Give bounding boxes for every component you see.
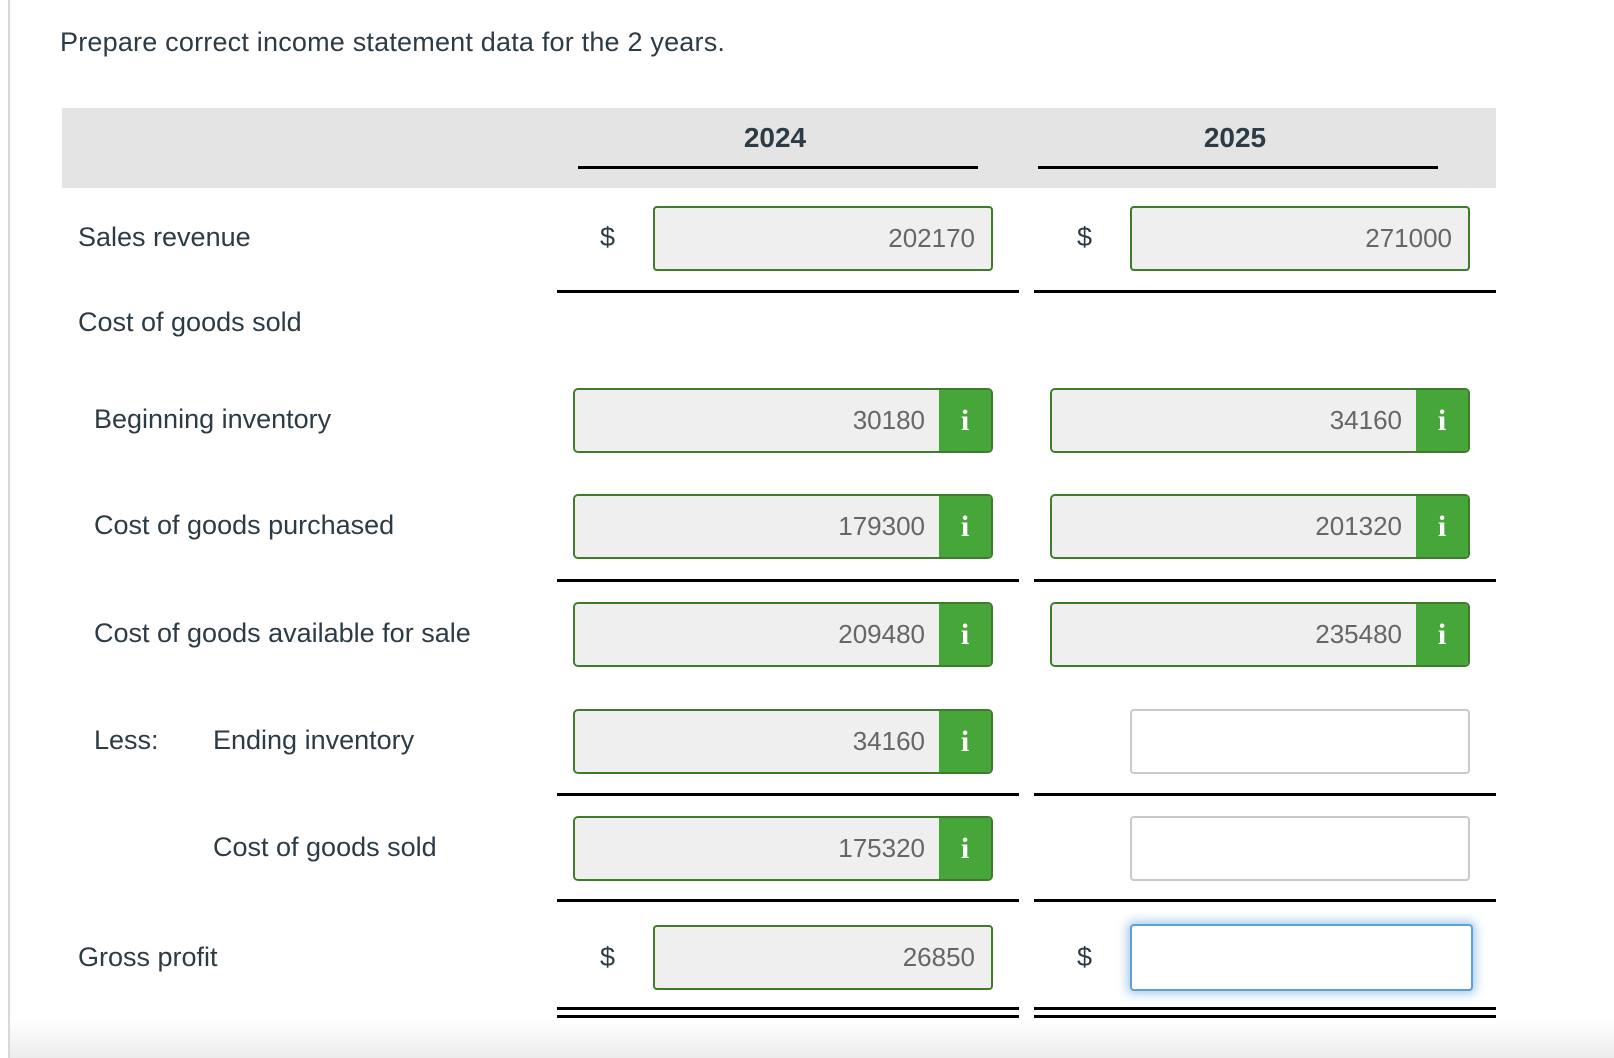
rule-under-purchased-2024 <box>557 579 1019 582</box>
cost-of-goods-purchased-2025-input <box>1052 496 1416 557</box>
sales-revenue-2025-input <box>1130 206 1470 271</box>
info-icon-button[interactable]: i <box>939 818 991 879</box>
cost-of-goods-available-2025-field: i <box>1050 602 1470 667</box>
column-header-underline-2025 <box>1038 166 1438 169</box>
info-icon: i <box>960 617 970 651</box>
ending-inventory-2024-field: i <box>573 709 993 774</box>
cost-of-goods-purchased-2025-field: i <box>1050 494 1470 559</box>
beginning-inventory-2025-field: i <box>1050 388 1470 453</box>
gross-profit-2025-input[interactable] <box>1130 924 1473 991</box>
beginning-inventory-2025-input <box>1052 390 1416 451</box>
info-icon-button[interactable]: i <box>939 711 991 772</box>
info-icon: i <box>960 509 970 543</box>
page-title: Prepare correct income statement data fo… <box>60 27 726 57</box>
rule-under-purchased-2025 <box>1034 579 1496 582</box>
gross-profit-2024-input <box>653 925 993 990</box>
cost-of-goods-purchased-2024-input <box>575 496 939 557</box>
info-icon-button[interactable]: i <box>1416 604 1468 665</box>
currency-symbol: $ <box>1077 942 1093 972</box>
double-rule-total-2025 <box>1034 1007 1496 1018</box>
column-header-2024: 2024 <box>743 122 807 153</box>
cost-of-goods-purchased-2024-field: i <box>573 494 993 559</box>
cost-of-goods-available-2024-field: i <box>573 602 993 667</box>
row-label-beginning-inventory: Beginning inventory <box>94 404 332 434</box>
info-icon: i <box>960 831 970 865</box>
ending-inventory-2024-input <box>575 711 939 772</box>
cost-of-goods-available-2025-input <box>1052 604 1416 665</box>
row-label-sales-revenue: Sales revenue <box>78 222 251 252</box>
beginning-inventory-2024-field: i <box>573 388 993 453</box>
info-icon: i <box>960 724 970 758</box>
column-header-underline-2024 <box>578 166 978 169</box>
rule-under-cogs-2025 <box>1034 899 1496 902</box>
info-icon-button[interactable]: i <box>939 604 991 665</box>
rule-under-cogs-2024 <box>557 899 1019 902</box>
ending-inventory-2025-input[interactable] <box>1130 709 1470 774</box>
rule-under-sales-2024 <box>557 290 1019 293</box>
rule-under-sales-2025 <box>1034 290 1496 293</box>
row-label-cost-of-goods-purchased: Cost of goods purchased <box>94 510 395 540</box>
currency-symbol: $ <box>600 222 616 252</box>
cost-of-goods-available-2024-input <box>575 604 939 665</box>
info-icon-button[interactable]: i <box>1416 496 1468 557</box>
table-header-band <box>62 108 1496 188</box>
info-icon-button[interactable]: i <box>939 390 991 451</box>
row-label-cost-of-goods-sold: Cost of goods sold <box>213 832 437 862</box>
row-label-ending-inventory: Ending inventory <box>213 725 415 755</box>
rule-under-ending-2024 <box>557 793 1019 796</box>
panel-left-border <box>8 0 10 1058</box>
sales-revenue-2024-input <box>653 206 993 271</box>
info-icon: i <box>1437 509 1447 543</box>
rule-under-ending-2025 <box>1034 793 1496 796</box>
currency-symbol: $ <box>600 942 616 972</box>
row-label-less-prefix: Less: <box>94 725 159 755</box>
row-label-cogs-section: Cost of goods sold <box>78 307 302 337</box>
double-rule-total-2024 <box>557 1007 1019 1018</box>
panel-bottom-fade <box>10 1020 1614 1058</box>
row-label-gross-profit: Gross profit <box>78 942 218 972</box>
cost-of-goods-sold-2024-input <box>575 818 939 879</box>
info-icon-button[interactable]: i <box>1416 390 1468 451</box>
currency-symbol: $ <box>1077 222 1093 252</box>
row-label-cost-of-goods-available: Cost of goods available for sale <box>94 618 471 648</box>
info-icon-button[interactable]: i <box>939 496 991 557</box>
info-icon: i <box>1437 403 1447 437</box>
cost-of-goods-sold-2024-field: i <box>573 816 993 881</box>
info-icon: i <box>960 403 970 437</box>
info-icon: i <box>1437 617 1447 651</box>
cost-of-goods-sold-2025-input[interactable] <box>1130 816 1470 881</box>
column-header-2025: 2025 <box>1203 122 1267 153</box>
beginning-inventory-2024-input <box>575 390 939 451</box>
